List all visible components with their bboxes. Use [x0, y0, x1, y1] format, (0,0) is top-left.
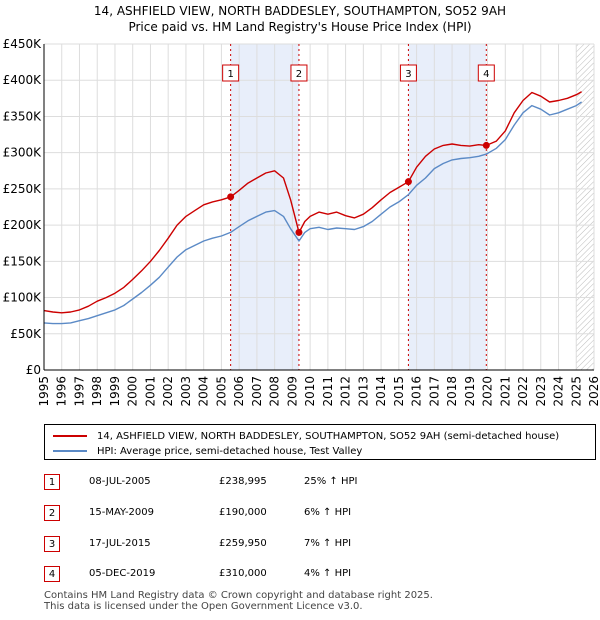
- x-tick-label: 2011: [321, 376, 335, 407]
- y-tick-label: £0: [26, 363, 41, 377]
- plot-area: [44, 44, 594, 370]
- x-tick-label: 2017: [427, 376, 441, 407]
- x-tick-label: 2012: [339, 376, 353, 407]
- sale-point: [295, 228, 303, 236]
- x-tick-label: 2007: [250, 376, 264, 407]
- x-tick-label: 2010: [303, 376, 317, 407]
- transaction-number: 1: [44, 474, 60, 490]
- chart-title: 14, ASHFIELD VIEW, NORTH BADDESLEY, SOUT…: [93, 4, 507, 18]
- shaded-period: [408, 44, 487, 370]
- transaction-number: 3: [44, 536, 60, 552]
- x-tick-label: 1995: [37, 376, 51, 407]
- y-tick-label: £200K: [3, 218, 43, 232]
- transaction-hpi-diff: 25% ↑ HPI: [304, 476, 358, 487]
- y-tick-label: £400K: [3, 73, 43, 87]
- legend-swatch-hpi: [53, 450, 87, 452]
- y-tick-label: £150K: [3, 254, 43, 268]
- transaction-date: 08-JUL-2005: [89, 476, 151, 487]
- sale-point: [404, 178, 412, 186]
- x-tick-label: 2000: [126, 376, 140, 407]
- x-tick-label: 2014: [374, 376, 388, 407]
- x-tick-label: 2001: [143, 376, 157, 407]
- legend-item-hpi: HPI: Average price, semi-detached house,…: [53, 444, 362, 458]
- x-tick-label: 2022: [516, 376, 530, 407]
- sale-point: [227, 193, 235, 201]
- chart-subtitle: Price paid vs. HM Land Registry's House …: [128, 20, 472, 34]
- x-tick-label: 2020: [481, 376, 495, 407]
- legend-label-hpi: HPI: Average price, semi-detached house,…: [97, 445, 363, 457]
- x-tick-label: 2018: [445, 376, 459, 407]
- x-tick-label: 2021: [498, 376, 512, 407]
- legend-swatch-property: [53, 435, 87, 437]
- x-tick-label: 2019: [463, 376, 477, 407]
- x-tick-label: 2024: [552, 376, 566, 407]
- shaded-period: [230, 44, 299, 370]
- transaction-date: 17-JUL-2015: [89, 538, 151, 549]
- footer-copyright: Contains HM Land Registry data © Crown c…: [44, 590, 433, 601]
- x-tick-label: 2004: [197, 376, 211, 407]
- series-line-hpi: [43, 101, 582, 325]
- sale-label-box: [222, 64, 240, 82]
- x-tick-label: 2023: [534, 376, 548, 407]
- price-chart: 1 2 3 4 £0 £50K £100K £150K £200K £250K £300K £350K…: [3, 37, 600, 407]
- x-tick-label: 2016: [410, 376, 424, 407]
- sale-label-number: 1: [227, 69, 233, 80]
- sale-label-number: 4: [483, 69, 489, 80]
- transaction-hpi-diff: 7% ↑ HPI: [304, 538, 352, 549]
- sale-label-box: [399, 64, 417, 82]
- x-tick-label: 1996: [55, 376, 69, 407]
- x-tick-label: 2002: [161, 376, 175, 407]
- transaction-price: £190,000: [219, 507, 267, 518]
- y-tick-label: £100K: [3, 291, 43, 305]
- y-tick-label: £300K: [3, 146, 43, 160]
- x-tick-label: 1998: [90, 376, 104, 407]
- series-line-property: [43, 91, 582, 314]
- y-tick-label: £350K: [3, 109, 43, 123]
- legend-item-property: 14, ASHFIELD VIEW, NORTH BADDESLEY, SOUT…: [53, 429, 559, 443]
- sale-point: [482, 141, 490, 149]
- y-tick-label: £50K: [10, 327, 42, 341]
- transaction-hpi-diff: 6% ↑ HPI: [304, 507, 352, 518]
- transaction-price: £310,000: [219, 568, 267, 579]
- footer-licence: This data is licensed under the Open Gov…: [44, 601, 363, 612]
- x-tick-label: 2026: [587, 376, 600, 407]
- x-tick-label: 2006: [232, 376, 246, 407]
- x-tick-label: 2025: [569, 376, 583, 407]
- transaction-number: 4: [44, 566, 60, 582]
- x-tick-label: 2015: [392, 376, 406, 407]
- sale-label-number: 3: [405, 69, 411, 80]
- transaction-date: 15-MAY-2009: [89, 507, 155, 518]
- x-tick-label: 2013: [356, 376, 370, 407]
- sale-label-number: 2: [296, 69, 302, 80]
- x-tick-label: 2009: [285, 376, 299, 407]
- legend-label-property: 14, ASHFIELD VIEW, NORTH BADDESLEY, SOUT…: [97, 430, 560, 442]
- x-tick-label: 2003: [179, 376, 193, 407]
- footer: Contains HM Land Registry data © Crown c…: [44, 590, 433, 612]
- x-tick-label: 1999: [108, 376, 122, 407]
- forecast-hatch: [576, 44, 594, 370]
- y-tick-label: £250K: [3, 182, 43, 196]
- transaction-price: £259,950: [219, 538, 267, 549]
- x-tick-label: 1997: [72, 376, 86, 407]
- transaction-hpi-diff: 4% ↑ HPI: [304, 568, 352, 579]
- transaction-date: 05-DEC-2019: [89, 568, 156, 579]
- legend: 14, ASHFIELD VIEW, NORTH BADDESLEY, SOUT…: [44, 424, 596, 460]
- transaction-price: £238,995: [219, 476, 267, 487]
- x-tick-label: 2008: [268, 376, 282, 407]
- x-tick-label: 2005: [214, 376, 228, 407]
- sale-label-box: [477, 64, 495, 82]
- sale-label-box: [290, 64, 308, 82]
- transaction-number: 2: [44, 505, 60, 521]
- y-tick-label: £450K: [3, 37, 43, 51]
